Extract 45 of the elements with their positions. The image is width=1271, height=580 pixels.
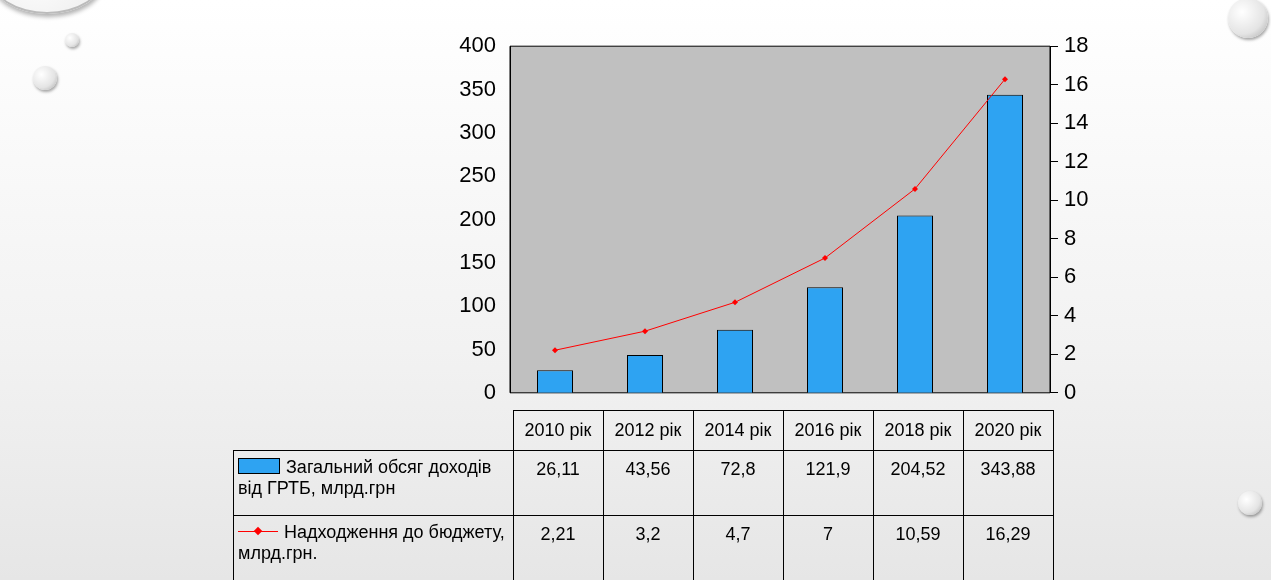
y2-tick-label: 12	[1064, 147, 1089, 173]
data-label: 343,88	[963, 450, 1053, 516]
y2-tick-label: 10	[1064, 186, 1089, 212]
x-tick-label: 2012 рік	[603, 410, 693, 451]
y-tick-label: 400	[459, 32, 496, 58]
point	[732, 299, 738, 306]
point	[1002, 76, 1008, 83]
data-label: 2,21	[513, 515, 603, 580]
y2-tick-label: 18	[1064, 32, 1089, 58]
data-label: 4,7	[693, 515, 783, 580]
x-tick-label: 2014 рік	[693, 410, 783, 451]
legend-label: Загальний обсяг доходів від ГРТБ, млрд.грн	[238, 457, 492, 498]
point	[822, 255, 828, 262]
y-tick-label: 150	[459, 248, 496, 274]
data-label: 26,11	[513, 450, 603, 516]
x-tick-label: 2018 рік	[873, 410, 963, 451]
point	[642, 328, 648, 335]
y2-tick-label: 2	[1064, 340, 1077, 366]
y-tick-label: 50	[471, 335, 496, 361]
y2-tick-label: 4	[1064, 301, 1077, 327]
data-label: 3,2	[603, 515, 693, 580]
data-label: 204,52	[873, 450, 963, 516]
data-label: 16,29	[963, 515, 1053, 580]
y2-tick-label: 14	[1064, 109, 1089, 135]
data-label: 43,56	[603, 450, 693, 516]
x-tick-label: 2020 рік	[963, 410, 1053, 451]
y-tick-label: 100	[459, 292, 496, 318]
point	[912, 185, 918, 192]
data-label: 121,9	[783, 450, 873, 516]
data-label: 7	[783, 515, 873, 580]
y2-tick-label: 0	[1064, 378, 1077, 404]
x-tick-label: 2016 рік	[783, 410, 873, 451]
y-tick-label: 0	[483, 378, 496, 404]
y-tick-label: 300	[459, 118, 496, 144]
y2-tick-label: 6	[1064, 263, 1077, 289]
y-tick-label: 250	[459, 162, 496, 188]
data-label: 72,8	[693, 450, 783, 516]
data-label: 10,59	[873, 515, 963, 580]
y2-tick-label: 16	[1064, 70, 1089, 96]
legend-label: Надходження до бюджету, млрд.грн.	[238, 522, 505, 563]
y2-tick-label: 8	[1064, 224, 1077, 250]
y-tick-label: 200	[459, 205, 496, 231]
y-tick-label: 350	[459, 75, 496, 101]
x-tick-label: 2010 рік	[513, 410, 603, 451]
point	[552, 347, 558, 354]
